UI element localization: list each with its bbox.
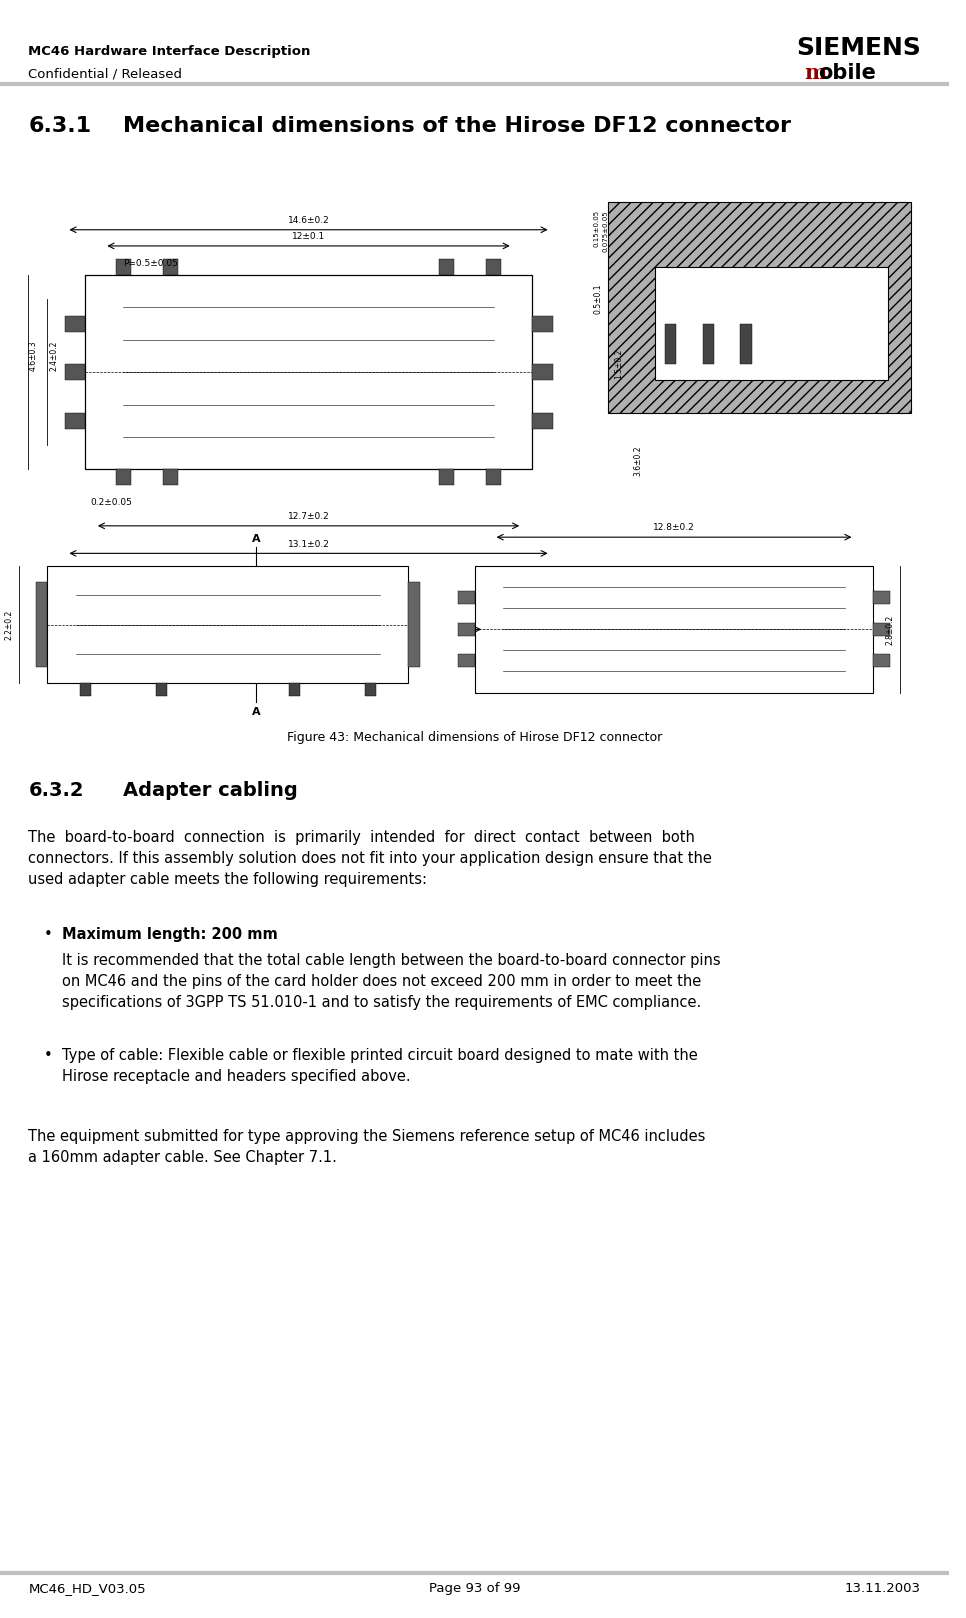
Bar	[289, 683, 300, 696]
Bar	[116, 259, 131, 275]
Bar	[741, 324, 752, 364]
Bar	[531, 364, 553, 380]
Text: 13.11.2003: 13.11.2003	[845, 1582, 921, 1595]
Text: 0.2±0.05: 0.2±0.05	[90, 498, 132, 508]
Text: SIEMENS: SIEMENS	[796, 36, 921, 60]
Bar	[36, 582, 47, 667]
Text: 6.3.2: 6.3.2	[28, 781, 84, 801]
Text: m: m	[804, 63, 826, 83]
Bar	[665, 324, 676, 364]
Bar	[608, 202, 911, 413]
Text: Adapter cabling: Adapter cabling	[124, 781, 298, 801]
Text: 3.6±0.2: 3.6±0.2	[634, 447, 642, 476]
Bar	[474, 566, 873, 693]
Bar	[439, 259, 454, 275]
Text: The equipment submitted for type approving the Siemens reference setup of MC46 i: The equipment submitted for type approvi…	[28, 1129, 706, 1165]
Text: Type of cable: Flexible cable or flexible printed circuit board designed to mate: Type of cable: Flexible cable or flexibl…	[62, 1048, 697, 1084]
Text: Confidential / Released: Confidential / Released	[28, 68, 183, 81]
Text: A: A	[252, 707, 261, 717]
Text: 14.6±0.2: 14.6±0.2	[288, 215, 329, 225]
Bar	[65, 316, 85, 332]
Text: 2.2±0.2: 2.2±0.2	[5, 610, 14, 639]
Text: 6.3.1: 6.3.1	[28, 116, 92, 136]
Bar	[85, 275, 531, 469]
Bar	[65, 413, 85, 429]
Bar	[163, 469, 179, 485]
Text: Mechanical dimensions of the Hirose DF12 connector: Mechanical dimensions of the Hirose DF12…	[124, 116, 791, 136]
Text: •: •	[43, 1048, 52, 1063]
Bar	[531, 316, 553, 332]
Text: A: A	[252, 534, 261, 544]
Text: 4.6±0.3: 4.6±0.3	[29, 341, 38, 371]
Text: Maximum length: 200 mm: Maximum length: 200 mm	[62, 927, 277, 942]
Bar	[458, 592, 474, 604]
Bar	[486, 469, 501, 485]
Text: 12±0.1: 12±0.1	[292, 231, 326, 241]
Bar	[364, 683, 376, 696]
Text: 1.5±0.2: 1.5±0.2	[614, 349, 623, 379]
Text: MC46_HD_V03.05: MC46_HD_V03.05	[28, 1582, 146, 1595]
Text: Page 93 of 99: Page 93 of 99	[429, 1582, 521, 1595]
Bar	[47, 566, 409, 683]
Text: 0.075±0.05: 0.075±0.05	[603, 210, 609, 252]
Bar	[873, 592, 891, 604]
Bar	[409, 582, 419, 667]
Text: •: •	[43, 927, 52, 942]
Bar	[531, 413, 553, 429]
Bar	[702, 324, 714, 364]
Bar	[439, 469, 454, 485]
Text: 12.7±0.2: 12.7±0.2	[288, 511, 329, 521]
Bar	[873, 623, 891, 636]
Text: obile: obile	[818, 63, 876, 83]
Text: 0.15±0.05: 0.15±0.05	[593, 210, 599, 248]
Bar	[163, 259, 179, 275]
Bar	[655, 267, 888, 380]
Bar	[80, 683, 91, 696]
Text: 12.8±0.2: 12.8±0.2	[653, 523, 695, 532]
Text: It is recommended that the total cable length between the board-to-board connect: It is recommended that the total cable l…	[62, 953, 721, 1010]
Bar	[873, 655, 891, 668]
Text: 2.4±0.2: 2.4±0.2	[49, 341, 59, 371]
Bar	[458, 623, 474, 636]
Bar	[156, 683, 167, 696]
Text: The  board-to-board  connection  is  primarily  intended  for  direct  contact  : The board-to-board connection is primari…	[28, 830, 712, 887]
Text: MC46 Hardware Interface Description: MC46 Hardware Interface Description	[28, 45, 311, 58]
Text: 0.5±0.1: 0.5±0.1	[593, 283, 603, 314]
Text: 2.8±0.2: 2.8±0.2	[886, 615, 895, 644]
Bar	[116, 469, 131, 485]
Bar	[458, 655, 474, 668]
Bar	[486, 259, 501, 275]
Bar	[65, 364, 85, 380]
Text: P=0.5±0.05: P=0.5±0.05	[124, 259, 179, 269]
Text: Figure 43: Mechanical dimensions of Hirose DF12 connector: Figure 43: Mechanical dimensions of Hiro…	[287, 731, 663, 744]
Text: 13.1±0.2: 13.1±0.2	[288, 539, 329, 549]
